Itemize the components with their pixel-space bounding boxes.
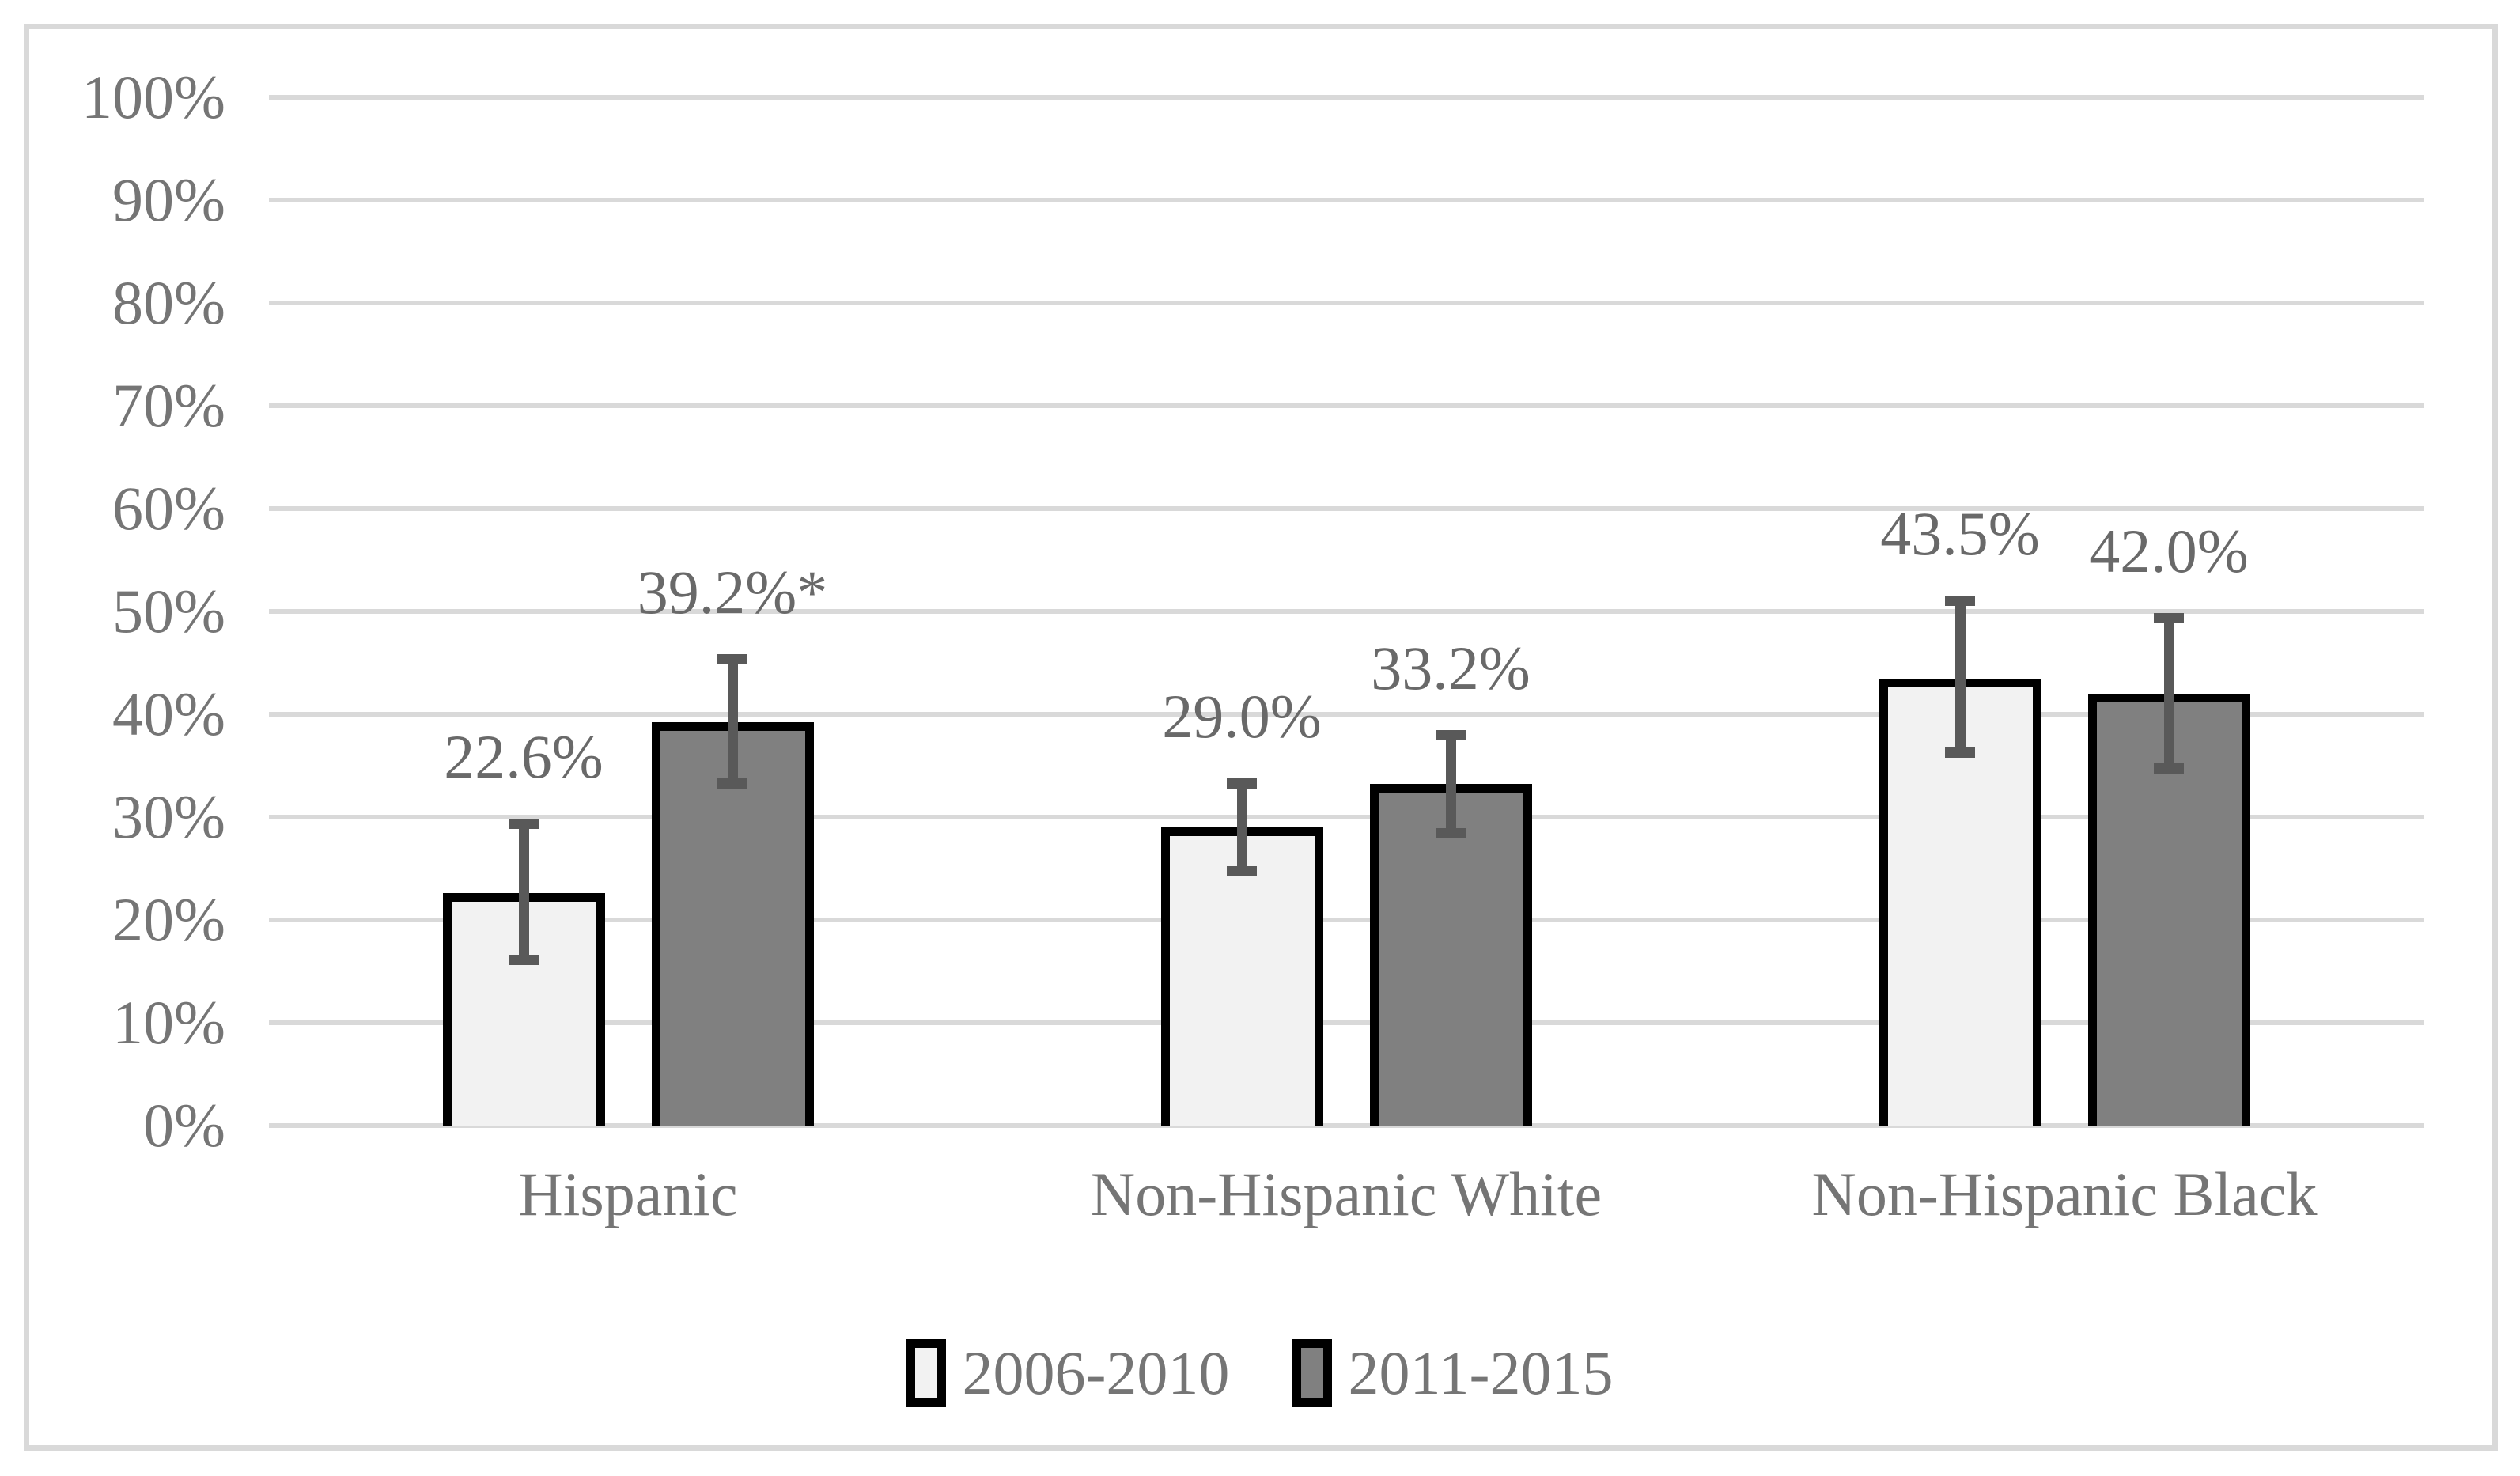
error-bar-cap-top [1436, 730, 1466, 741]
data-label: 33.2% [1371, 634, 1531, 703]
legend: 2006-2010 2011-2015 [0, 1335, 2520, 1411]
error-bar-cap-bottom [1227, 865, 1257, 876]
error-bar-line [2163, 619, 2174, 769]
y-axis-tick-label: 20% [112, 885, 225, 954]
error-bar-cap-bottom [1436, 827, 1466, 838]
error-bar-cap-bottom [717, 778, 747, 789]
y-axis-tick-label: 40% [112, 679, 225, 748]
gridline [269, 301, 2424, 305]
bar [651, 722, 814, 1126]
legend-item: 2011-2015 [1292, 1335, 1614, 1411]
y-axis-tick-label: 60% [112, 474, 225, 543]
data-label: 29.0% [1162, 682, 1322, 751]
legend-label: 2011-2015 [1348, 1338, 1614, 1407]
gridline [269, 815, 2424, 819]
bar [1160, 827, 1323, 1126]
legend-item: 2006-2010 [906, 1335, 1229, 1411]
x-axis-category-labels: Hispanic Non-Hispanic White Non-Hispanic B… [269, 1156, 2424, 1243]
gridline [269, 198, 2424, 202]
gridline [269, 609, 2424, 614]
error-bar-cap-bottom [2154, 763, 2184, 774]
category-label: Non-Hispanic White [1090, 1160, 1602, 1228]
gridline [269, 403, 2424, 408]
error-bar-line [727, 660, 738, 785]
gridline [269, 712, 2424, 717]
y-axis-tick-label: 30% [112, 782, 225, 851]
error-bar-cap-top [509, 819, 539, 830]
y-axis-tick-label: 10% [112, 988, 225, 1057]
legend-label: 2006-2010 [962, 1338, 1230, 1407]
data-label: 42.0% [2089, 517, 2249, 586]
y-axis-tick-label: 50% [112, 577, 225, 645]
y-axis-tick-label: 80% [112, 268, 225, 337]
y-axis-tick-label: 70% [112, 371, 225, 440]
error-bar-cap-top [2154, 613, 2184, 624]
error-bar-line [1445, 736, 1456, 834]
error-bar-cap-bottom [1945, 747, 1975, 759]
error-bar-cap-top [1945, 596, 1975, 606]
legend-swatch [906, 1339, 947, 1407]
error-bar-cap-top [717, 654, 747, 665]
data-label: 43.5% [1880, 499, 2040, 568]
y-axis-tick-label: 0% [143, 1091, 225, 1160]
chart-border [24, 24, 2498, 1451]
gridline [269, 1020, 2424, 1025]
bar [1369, 784, 1532, 1126]
gridline [269, 95, 2424, 100]
category-label: Non-Hispanic Black [1811, 1160, 2318, 1228]
plot-area: 22.6% 39.2%* 29.0% 33.2% 43.5% 42.0% [269, 95, 2424, 1128]
data-label: 39.2%* [637, 558, 828, 627]
error-bar-line [518, 824, 529, 960]
y-axis-tick-label: 90% [112, 165, 225, 234]
error-bar-line [1954, 601, 1966, 754]
error-bar-cap-top [1227, 778, 1257, 789]
data-label: 22.6% [444, 722, 604, 792]
gridline [269, 1123, 2424, 1128]
error-bar-line [1236, 784, 1247, 872]
gridline [269, 506, 2424, 511]
legend-swatch [1292, 1339, 1333, 1407]
category-label: Hispanic [518, 1160, 738, 1228]
y-axis-tick-label: 100% [81, 62, 225, 131]
error-bar-cap-bottom [509, 954, 539, 965]
gridline [269, 918, 2424, 922]
